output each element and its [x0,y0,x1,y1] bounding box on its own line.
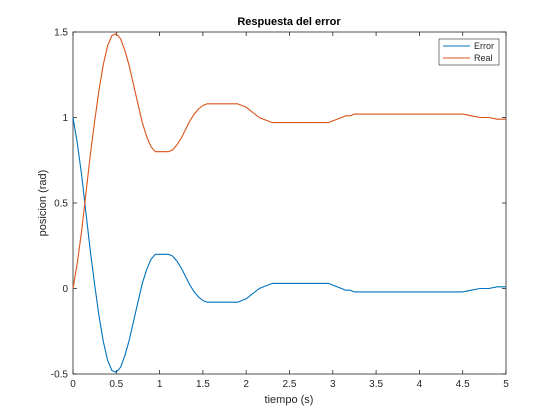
legend-label-real: Real [474,53,493,63]
y-tick-label: 0.5 [54,199,68,210]
series-line-real [72,33,506,289]
y-axis-ticks: -0.5 0 0.5 1 1.5 [51,28,506,381]
y-axis-label: posicion (rad) [37,170,49,237]
legend: Error Real [438,38,500,66]
legend-box [438,38,500,66]
y-tick-label: 0 [62,284,68,295]
x-tick-label: 5 [503,379,509,390]
x-tick-label: 3.5 [369,379,383,390]
plot-area: 0 0.5 1 1.5 2 2.5 3 3.5 4 4.5 5 -0.500.511.5 [51,28,509,391]
y-tick-label: 1.5 [54,28,68,39]
x-tick-label: 3 [330,379,336,390]
axes-box [72,31,507,375]
y-tick-label: 1 [62,113,68,124]
x-tick-label: 1.5 [196,379,210,390]
x-tick-label: 4 [417,379,423,390]
legend-label-error: Error [474,41,494,51]
y-tick-label: -0.5 [51,370,69,381]
series-lines [72,33,506,373]
series-line-error [72,117,506,373]
x-tick-label: 1 [157,379,163,390]
x-tick-label: 2.5 [283,379,297,390]
x-tick-label: 0.5 [109,379,123,390]
x-axis-label: tiempo (s) [265,394,314,406]
x-tick-label: 0 [70,379,76,390]
x-tick-label: 2 [243,379,249,390]
x-tick-label: 4.5 [456,379,470,390]
x-axis-ticks: 0 0.5 1 1.5 2 2.5 3 3.5 4 4.5 5 [70,32,509,390]
chart-title: Respuesta del error [237,16,341,28]
